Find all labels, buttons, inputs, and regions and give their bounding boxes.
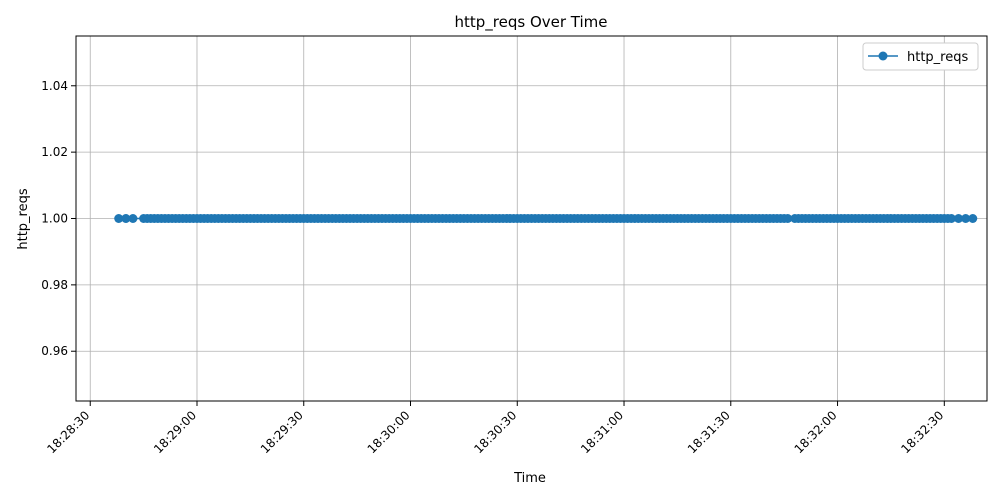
data-point bbox=[961, 214, 971, 223]
data-point bbox=[128, 214, 138, 223]
data-point bbox=[954, 214, 964, 223]
y-axis-ticks: 0.96 0.98 1.00 1.02 1.04 bbox=[41, 79, 76, 358]
data-point bbox=[121, 214, 131, 223]
y-tick-label: 0.98 bbox=[41, 278, 68, 292]
y-tick-label: 1.02 bbox=[41, 145, 68, 159]
y-tick-label: 1.00 bbox=[41, 212, 68, 226]
y-tick-label: 1.04 bbox=[41, 79, 68, 93]
legend-marker-swatch bbox=[878, 51, 888, 61]
legend-box bbox=[862, 42, 979, 71]
y-tick-label: 0.96 bbox=[41, 344, 68, 358]
legend: http_reqs bbox=[862, 42, 979, 71]
data-point bbox=[968, 214, 978, 223]
x-axis-label: Time bbox=[513, 471, 546, 486]
grid bbox=[76, 36, 987, 401]
data-point bbox=[114, 214, 124, 223]
chart-title: http_reqs Over Time bbox=[454, 13, 607, 32]
y-axis-label: http_reqs bbox=[16, 188, 31, 249]
series-layer bbox=[114, 214, 978, 223]
data-point bbox=[783, 214, 793, 223]
data-point bbox=[946, 214, 956, 223]
legend-label: http_reqs bbox=[907, 50, 968, 65]
